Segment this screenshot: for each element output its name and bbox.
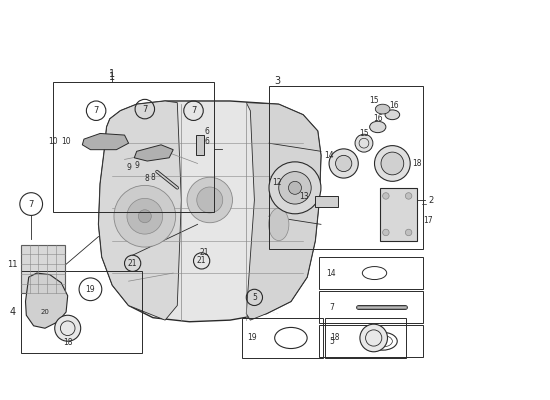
Ellipse shape: [375, 104, 390, 114]
Text: 5: 5: [329, 337, 334, 346]
Circle shape: [383, 193, 389, 199]
Text: 6: 6: [205, 127, 210, 136]
Ellipse shape: [268, 208, 289, 240]
Bar: [269, 86, 423, 249]
Circle shape: [360, 324, 388, 352]
Circle shape: [279, 172, 311, 204]
Text: 7: 7: [94, 106, 99, 115]
Circle shape: [54, 315, 81, 341]
Text: 19: 19: [86, 285, 95, 294]
Text: 21: 21: [128, 259, 138, 268]
Text: 8: 8: [151, 173, 155, 182]
Text: 11: 11: [7, 260, 18, 270]
Text: 18: 18: [330, 334, 339, 342]
Text: 7: 7: [329, 303, 334, 312]
Text: 7: 7: [29, 200, 34, 208]
Text: 21: 21: [199, 248, 209, 257]
Circle shape: [381, 152, 404, 175]
Circle shape: [383, 229, 389, 236]
Text: 18: 18: [412, 159, 422, 168]
Text: 16: 16: [373, 114, 383, 123]
Text: 10: 10: [61, 137, 71, 146]
Text: 15: 15: [359, 129, 369, 138]
Text: 9: 9: [126, 163, 131, 172]
Polygon shape: [25, 273, 68, 328]
Text: 6: 6: [204, 137, 209, 146]
Circle shape: [355, 134, 373, 152]
Polygon shape: [246, 103, 321, 320]
Text: 20: 20: [41, 309, 50, 315]
Polygon shape: [134, 145, 173, 161]
Text: 4: 4: [9, 307, 15, 317]
Text: 18: 18: [63, 338, 73, 346]
Text: 3: 3: [274, 76, 280, 86]
Text: 13: 13: [299, 192, 309, 201]
Text: 17: 17: [423, 216, 433, 225]
Bar: [21, 245, 65, 293]
Bar: [325, 318, 406, 358]
Polygon shape: [497, 318, 546, 344]
Bar: [315, 196, 338, 207]
Circle shape: [127, 198, 163, 234]
Bar: [320, 325, 423, 358]
Text: 7: 7: [142, 104, 147, 114]
Text: 12: 12: [272, 178, 282, 187]
Text: 14: 14: [324, 151, 334, 160]
Bar: [320, 291, 423, 323]
Text: 8: 8: [145, 174, 150, 183]
Text: 7: 7: [191, 106, 196, 115]
Text: 16: 16: [389, 101, 399, 110]
Text: 10: 10: [48, 137, 58, 146]
Text: 19: 19: [247, 334, 257, 342]
Bar: [242, 318, 323, 358]
Circle shape: [336, 155, 352, 172]
Bar: [196, 135, 204, 155]
Polygon shape: [82, 134, 129, 150]
Bar: [380, 188, 417, 240]
Polygon shape: [98, 101, 182, 320]
Bar: [491, 314, 550, 362]
Bar: [21, 272, 142, 352]
Ellipse shape: [385, 110, 400, 120]
Bar: [320, 257, 423, 289]
Circle shape: [138, 210, 151, 223]
Text: 9: 9: [134, 162, 139, 170]
Text: 14: 14: [327, 268, 336, 278]
Bar: [53, 82, 214, 212]
Text: 15: 15: [370, 96, 379, 106]
Text: 21: 21: [197, 256, 206, 265]
Ellipse shape: [370, 121, 386, 133]
Circle shape: [289, 181, 301, 194]
Circle shape: [269, 162, 321, 214]
Circle shape: [329, 149, 358, 178]
Text: a passion for parts since 1…: a passion for parts since 1…: [138, 262, 281, 317]
Polygon shape: [98, 101, 321, 322]
Text: 300 03: 300 03: [516, 346, 550, 356]
Circle shape: [187, 177, 233, 223]
Circle shape: [375, 146, 410, 181]
Text: 1: 1: [109, 69, 116, 79]
Circle shape: [114, 185, 175, 247]
Circle shape: [405, 193, 412, 199]
Text: 5: 5: [252, 293, 257, 302]
Circle shape: [405, 229, 412, 236]
Circle shape: [197, 187, 223, 213]
Text: 1: 1: [109, 72, 116, 82]
Text: 2: 2: [428, 196, 433, 204]
